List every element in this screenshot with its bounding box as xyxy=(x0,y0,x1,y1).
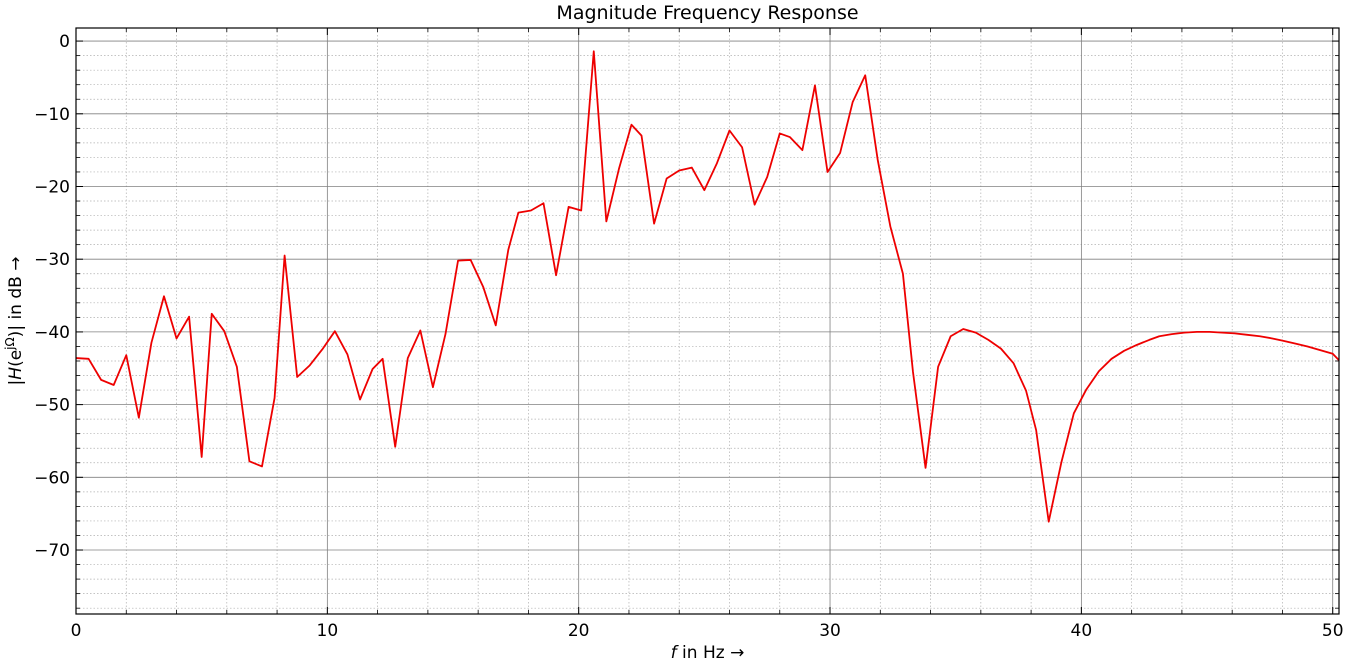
major-grid xyxy=(76,28,1339,614)
y-tick-label: −20 xyxy=(34,177,70,197)
y-tick-label: −30 xyxy=(34,250,70,270)
x-tick-label: 50 xyxy=(1322,621,1344,641)
series-layer xyxy=(75,50,1340,523)
plot-frame xyxy=(75,27,1340,615)
x-tick-label: 30 xyxy=(819,621,841,641)
x-axis-title-variable: f xyxy=(671,643,680,663)
magnitude-response-line xyxy=(75,50,1340,523)
x-axis-title: f in Hz → xyxy=(671,643,745,663)
y-tick-label: −10 xyxy=(34,105,70,125)
chart-title: Magnitude Frequency Response xyxy=(556,2,858,24)
x-tick-label: 20 xyxy=(568,621,590,641)
axis-ticks xyxy=(75,28,1339,614)
y-tick-label: −40 xyxy=(34,323,70,343)
y-tick-label: −70 xyxy=(34,541,70,561)
y-axis-title: |H(ejΩ)| in dB → xyxy=(3,257,26,386)
y-axis-title-suffix: )| in dB → xyxy=(6,257,26,338)
x-tick-label: 0 xyxy=(71,621,82,641)
y-tick-label: 0 xyxy=(59,32,70,52)
x-axis-title-unit: in Hz → xyxy=(677,643,745,663)
y-axis-title-prefix: | xyxy=(6,380,26,386)
y-axis-title-function: H xyxy=(6,367,26,380)
y-tick-label: −60 xyxy=(34,468,70,488)
y-axis-title-exponent: jΩ xyxy=(3,337,17,351)
axis-tick-labels: 0 10 20 30 40 50 0 −10 −20 −30 −40 −50 −60 −70 xyxy=(34,32,1343,641)
y-tick-label: −50 xyxy=(34,396,70,416)
y-axis-title-argument: (e xyxy=(6,350,26,367)
x-tick-label: 40 xyxy=(1071,621,1093,641)
x-tick-label: 10 xyxy=(317,621,339,641)
